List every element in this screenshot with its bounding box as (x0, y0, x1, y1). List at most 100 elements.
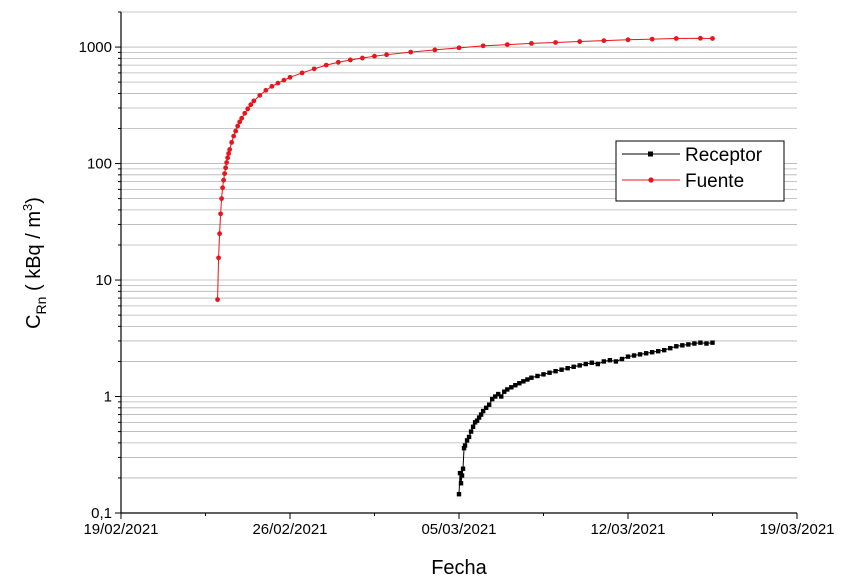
legend-receptor-marker (648, 151, 653, 157)
x-tick-label: 05/03/2021 (421, 521, 496, 538)
data-point-receptor (496, 391, 501, 397)
data-point-fuente (245, 106, 251, 112)
data-point-fuente (601, 38, 607, 44)
data-point-receptor (704, 341, 709, 346)
legend-receptor-label: Receptor (685, 145, 763, 166)
data-point-receptor (571, 364, 576, 369)
legend: Receptor Fuente (615, 140, 785, 202)
data-point-fuente (577, 39, 583, 44)
data-point-receptor (559, 367, 564, 372)
data-point-receptor (505, 387, 510, 392)
legend-fuente-marker (648, 177, 654, 183)
data-point-fuente (220, 185, 226, 191)
data-point-fuente (269, 83, 275, 89)
data-point-receptor (499, 394, 504, 399)
data-point-fuente (218, 211, 223, 217)
data-point-receptor (637, 352, 643, 357)
data-point-receptor (493, 394, 498, 399)
y-axis-title-main: C (23, 314, 45, 328)
y-axis-title-close: ) (23, 197, 45, 204)
y-tick-label: 100 (87, 156, 112, 173)
data-point-fuente (347, 57, 353, 63)
data-point-fuente (239, 115, 245, 121)
y-axis-title-sup: 3 (20, 204, 35, 211)
data-point-receptor (476, 415, 482, 420)
data-point-fuente (323, 62, 329, 68)
data-point-fuente (237, 119, 243, 125)
axes (115, 11, 798, 519)
data-point-fuente (649, 36, 655, 42)
data-point-receptor (655, 348, 661, 354)
data-point-receptor (470, 424, 476, 429)
data-point-receptor (466, 434, 472, 440)
tick-labels: 0,1 1 10 100 1000 19/02/2021 26/02/2021 05/03/2… (79, 39, 835, 538)
data-point-fuente (231, 133, 237, 139)
data-point-fuente (216, 255, 221, 261)
data-point-fuente (224, 160, 230, 165)
data-point-fuente (225, 155, 231, 161)
data-point-receptor (698, 340, 703, 345)
x-axis-title: Fecha (431, 557, 487, 579)
data-point-receptor (478, 412, 484, 417)
data-point-receptor (607, 358, 613, 363)
data-point-fuente (710, 36, 715, 41)
data-point-fuente (360, 55, 365, 61)
data-point-fuente (456, 45, 462, 51)
y-axis-title: CRn ( kBq / m3) (20, 197, 49, 329)
data-point-receptor (461, 445, 467, 451)
data-point-receptor (513, 383, 518, 388)
data-point-receptor (668, 345, 673, 351)
data-point-fuente (217, 231, 222, 237)
data-point-receptor (631, 353, 637, 358)
data-point-fuente (311, 66, 317, 72)
data-point-fuente (251, 98, 257, 104)
data-point-fuente (698, 35, 703, 41)
data-point-receptor (541, 372, 546, 377)
data-point-receptor (509, 385, 514, 390)
x-tick-label: 19/02/2021 (83, 521, 158, 538)
data-point-receptor (680, 343, 685, 348)
data-point-receptor (535, 373, 540, 379)
legend-frame (615, 140, 785, 202)
data-point-receptor (601, 359, 607, 364)
data-point-receptor (619, 356, 625, 362)
data-point-fuente (219, 196, 224, 202)
series-receptor (456, 340, 715, 497)
data-point-fuente (299, 70, 305, 76)
data-point-receptor (458, 481, 464, 486)
x-tick-label: 12/03/2021 (590, 521, 665, 538)
series-fuente (215, 35, 715, 302)
data-point-receptor (553, 368, 558, 374)
data-point-receptor (710, 340, 715, 345)
data-point-receptor (483, 405, 489, 411)
data-point-receptor (547, 370, 552, 375)
data-point-fuente (335, 59, 341, 65)
data-point-receptor (595, 361, 601, 367)
data-point-fuente (625, 37, 631, 43)
data-point-fuente (235, 123, 241, 129)
data-point-receptor (474, 418, 480, 423)
data-point-receptor (480, 408, 486, 414)
data-point-receptor (502, 389, 507, 394)
series-layer (215, 35, 715, 497)
data-point-receptor (589, 360, 594, 365)
data-point-fuente (504, 42, 510, 47)
data-point-receptor (686, 342, 691, 347)
data-point-receptor (583, 361, 588, 367)
data-point-fuente (432, 47, 438, 53)
data-point-receptor (459, 473, 465, 478)
x-tick-label: 26/02/2021 (252, 521, 327, 538)
data-point-receptor (565, 366, 570, 371)
data-point-fuente (233, 128, 239, 134)
data-point-receptor (521, 379, 526, 384)
data-point-receptor (674, 344, 679, 349)
data-point-fuente (227, 147, 233, 152)
data-point-fuente (226, 151, 232, 156)
data-point-receptor (489, 396, 495, 402)
data-point-fuente (287, 74, 293, 80)
grid-lines (121, 11, 797, 479)
data-point-fuente (408, 49, 414, 55)
data-point-receptor (662, 347, 667, 353)
data-point-fuente (529, 41, 534, 46)
